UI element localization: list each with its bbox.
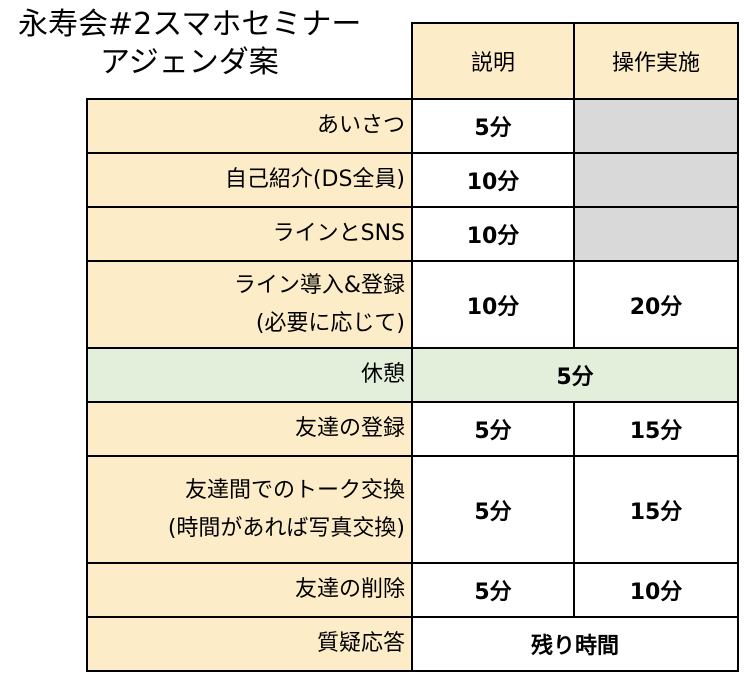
table-row: ラインとSNS 10分 — [86, 206, 739, 262]
explanation-time: 10分 — [411, 152, 575, 208]
header-blank-cell — [87, 23, 412, 99]
header-practice: 操作実施 — [573, 22, 739, 100]
row-label: 友達の削除 — [86, 562, 413, 618]
agenda-table: 説明 操作実施 あいさつ 5分 自己紹介(DS全員) 10分 ラインとSNS 1… — [86, 22, 739, 672]
title-line-1: 永寿会#2スマホセミナー — [18, 7, 362, 42]
explanation-time: 5分 — [411, 98, 575, 154]
table-row-break: 休憩 5分 — [86, 347, 739, 403]
title-line-2: アジェンダ案 — [100, 45, 279, 80]
practice-time-empty — [573, 152, 739, 208]
row-label: ライン導入&登録 (必要に応じて) — [86, 260, 413, 349]
header-explanation: 説明 — [411, 22, 575, 100]
table-row: ライン導入&登録 (必要に応じて) 10分 20分 — [86, 260, 739, 349]
explanation-time: 10分 — [411, 206, 575, 262]
row-label: 自己紹介(DS全員) — [86, 152, 413, 208]
explanation-time: 10分 — [411, 260, 575, 349]
row-label-line-2: (時間があれば写真交換) — [167, 515, 405, 541]
practice-time: 10分 — [573, 562, 739, 618]
row-label-line-1: 友達間でのトーク交換 — [184, 477, 405, 503]
row-label: ラインとSNS — [86, 206, 413, 262]
practice-time: 20分 — [573, 260, 739, 349]
row-label: 友達の登録 — [86, 401, 413, 457]
practice-time-empty — [573, 206, 739, 262]
practice-time-empty — [573, 98, 739, 154]
row-label-line-2: (必要に応じて) — [255, 310, 405, 336]
table-row: あいさつ 5分 — [86, 98, 739, 154]
explanation-time: 5分 — [411, 455, 575, 564]
row-label-line-1: ライン導入&登録 — [233, 272, 405, 298]
table-row: 友達の削除 5分 10分 — [86, 562, 739, 618]
header-row: 説明 操作実施 — [87, 22, 739, 100]
explanation-time: 5分 — [411, 401, 575, 457]
row-label: 友達間でのトーク交換 (時間があれば写真交換) — [86, 455, 413, 564]
combined-time: 5分 — [411, 347, 739, 403]
row-label: 休憩 — [86, 347, 413, 403]
table-row: 友達の登録 5分 15分 — [86, 401, 739, 457]
table-row: 質疑応答 残り時間 — [86, 616, 739, 672]
combined-time: 残り時間 — [411, 616, 739, 672]
table-row: 友達間でのトーク交換 (時間があれば写真交換) 5分 15分 — [86, 455, 739, 564]
row-label: あいさつ — [86, 98, 413, 154]
practice-time: 15分 — [573, 455, 739, 564]
agenda-title: 永寿会#2スマホセミナー アジェンダ案 — [0, 6, 400, 82]
table-row: 自己紹介(DS全員) 10分 — [86, 152, 739, 208]
row-label: 質疑応答 — [86, 616, 413, 672]
explanation-time: 5分 — [411, 562, 575, 618]
practice-time: 15分 — [573, 401, 739, 457]
